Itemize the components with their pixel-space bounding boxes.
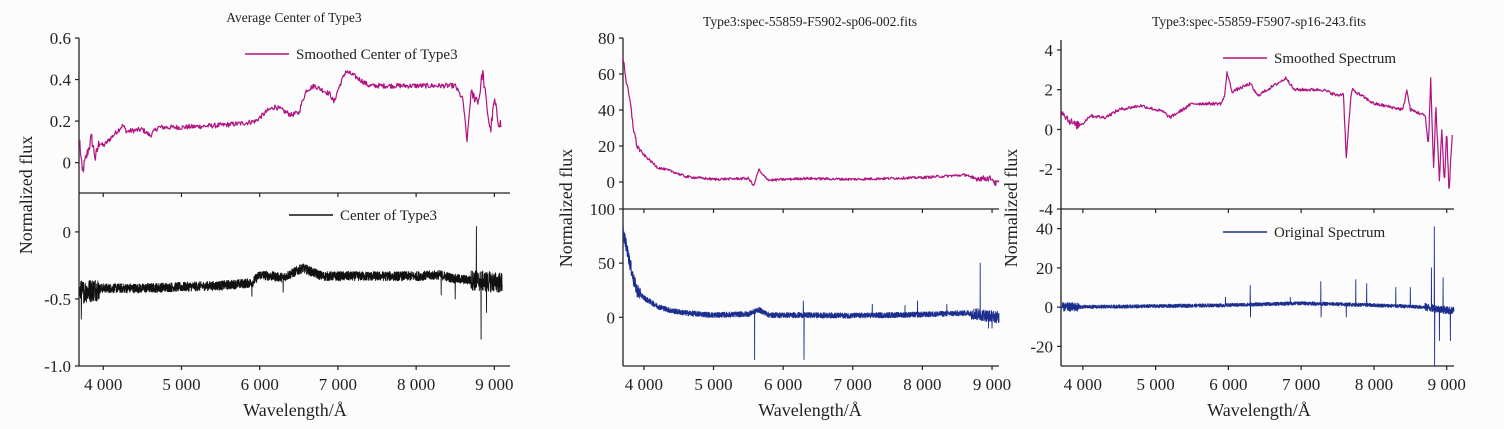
legend-label: Smoothed Center of Type3 xyxy=(296,47,458,63)
chart-panel-1: Average Center of Type3 Wavelength/Å Norma… xyxy=(16,10,513,420)
x-tick-label: 4 000 xyxy=(625,375,663,394)
y-tick-label: 50 xyxy=(598,254,615,273)
x-tick-label: 5 000 xyxy=(694,375,732,394)
y-tick-label: 0.2 xyxy=(50,112,71,131)
series-line-smoothed-spectrum xyxy=(1060,71,1453,189)
series-line-smoothed-center-of-type3 xyxy=(79,69,502,173)
y-axis-label: Normalized flux xyxy=(556,149,576,267)
y-tick-label: 80 xyxy=(598,29,615,48)
chart-panel-2: Type3:spec-55859-F5902-sp06-002.fits Wave… xyxy=(556,14,1011,420)
x-axis-label: Wavelength/Å xyxy=(758,400,862,420)
subplot-bottom: 0 50 100 xyxy=(590,200,1000,360)
x-tick-label: 6 000 xyxy=(764,375,802,394)
x-tick-label: 9 000 xyxy=(1428,375,1466,394)
y-tick-label: -0.5 xyxy=(44,290,71,309)
y-tick-label: 0 xyxy=(1045,120,1054,139)
y-tick-label: 20 xyxy=(1036,259,1053,278)
x-tick-label: 7 000 xyxy=(834,375,872,394)
series-line-center-of-type3 xyxy=(79,226,503,340)
x-axis-label: Wavelength/Å xyxy=(1207,400,1311,420)
x-tick-label: 6 000 xyxy=(241,375,279,394)
x-tick-label: 7 000 xyxy=(1282,375,1320,394)
x-tick-label: 5 000 xyxy=(1136,375,1174,394)
chart-title: Type3:spec-55859-F5907-sp16-243.fits xyxy=(1152,14,1366,29)
x-tick-label: 8 000 xyxy=(903,375,941,394)
x-tick-label: 4 000 xyxy=(1064,375,1102,394)
subplot-top: 0 20 40 60 80 xyxy=(598,29,1000,192)
y-tick-label: 4 xyxy=(1045,41,1054,60)
y-axis-label: Normalized flux xyxy=(16,136,36,254)
x-tick-label: 4 000 xyxy=(84,375,122,394)
series-line-smoothed-spectrum xyxy=(622,57,1000,187)
subplot-top: 0 0.2 0.4 0.6 Smoothed Center of Type3 xyxy=(50,29,502,173)
y-tick-label: -4 xyxy=(1039,200,1054,219)
series-line-original-spectrum xyxy=(1060,226,1455,367)
legend-label: Smoothed Spectrum xyxy=(1274,51,1396,67)
subplot-bottom: -1.0 -0.5 0 Center of Type3 xyxy=(44,208,503,376)
x-tick-label: 6 000 xyxy=(1209,375,1247,394)
x-tick-label: 9 000 xyxy=(973,375,1011,394)
y-tick-label: -2 xyxy=(1039,160,1053,179)
y-tick-label: 0.4 xyxy=(50,71,72,90)
y-tick-label: 100 xyxy=(590,200,616,219)
y-tick-label: 0.6 xyxy=(50,29,71,48)
y-tick-label: 0 xyxy=(63,154,72,173)
x-tick-label: 9 000 xyxy=(475,375,513,394)
y-tick-label: -1.0 xyxy=(44,357,71,376)
y-tick-label: 0 xyxy=(63,223,72,242)
y-tick-label: -20 xyxy=(1030,337,1053,356)
y-tick-label: 40 xyxy=(598,101,615,120)
legend-label: Center of Type3 xyxy=(340,208,437,224)
x-tick-label: 5 000 xyxy=(162,375,200,394)
y-tick-label: 40 xyxy=(1036,220,1053,239)
legend-label: Original Spectrum xyxy=(1274,225,1386,241)
y-axis-label: Normalized flux xyxy=(1001,149,1021,267)
chart-title: Average Center of Type3 xyxy=(226,10,362,25)
series-line-original-spectrum xyxy=(622,226,1000,360)
chart-panel-3: Type3:spec-55859-F5907-sp16-243.fits Wave… xyxy=(1001,14,1466,420)
y-tick-label: 60 xyxy=(598,65,615,84)
x-tick-label: 8 000 xyxy=(397,375,435,394)
x-axis-label: Wavelength/Å xyxy=(243,400,347,420)
subplot-bottom: -20 0 20 40 Original Spectrum xyxy=(1030,220,1455,367)
x-tick-label: 8 000 xyxy=(1355,375,1393,394)
chart-title: Type3:spec-55859-F5902-sp06-002.fits xyxy=(703,14,917,29)
y-tick-label: 2 xyxy=(1045,81,1054,100)
y-tick-label: 0 xyxy=(607,173,616,192)
y-tick-label: 20 xyxy=(598,137,615,156)
y-tick-label: 0 xyxy=(607,308,616,327)
subplot-top: -4 -2 0 2 4 Smoothed Spectrum xyxy=(1039,41,1453,219)
y-tick-label: 0 xyxy=(1045,298,1054,317)
x-tick-label: 7 000 xyxy=(319,375,357,394)
